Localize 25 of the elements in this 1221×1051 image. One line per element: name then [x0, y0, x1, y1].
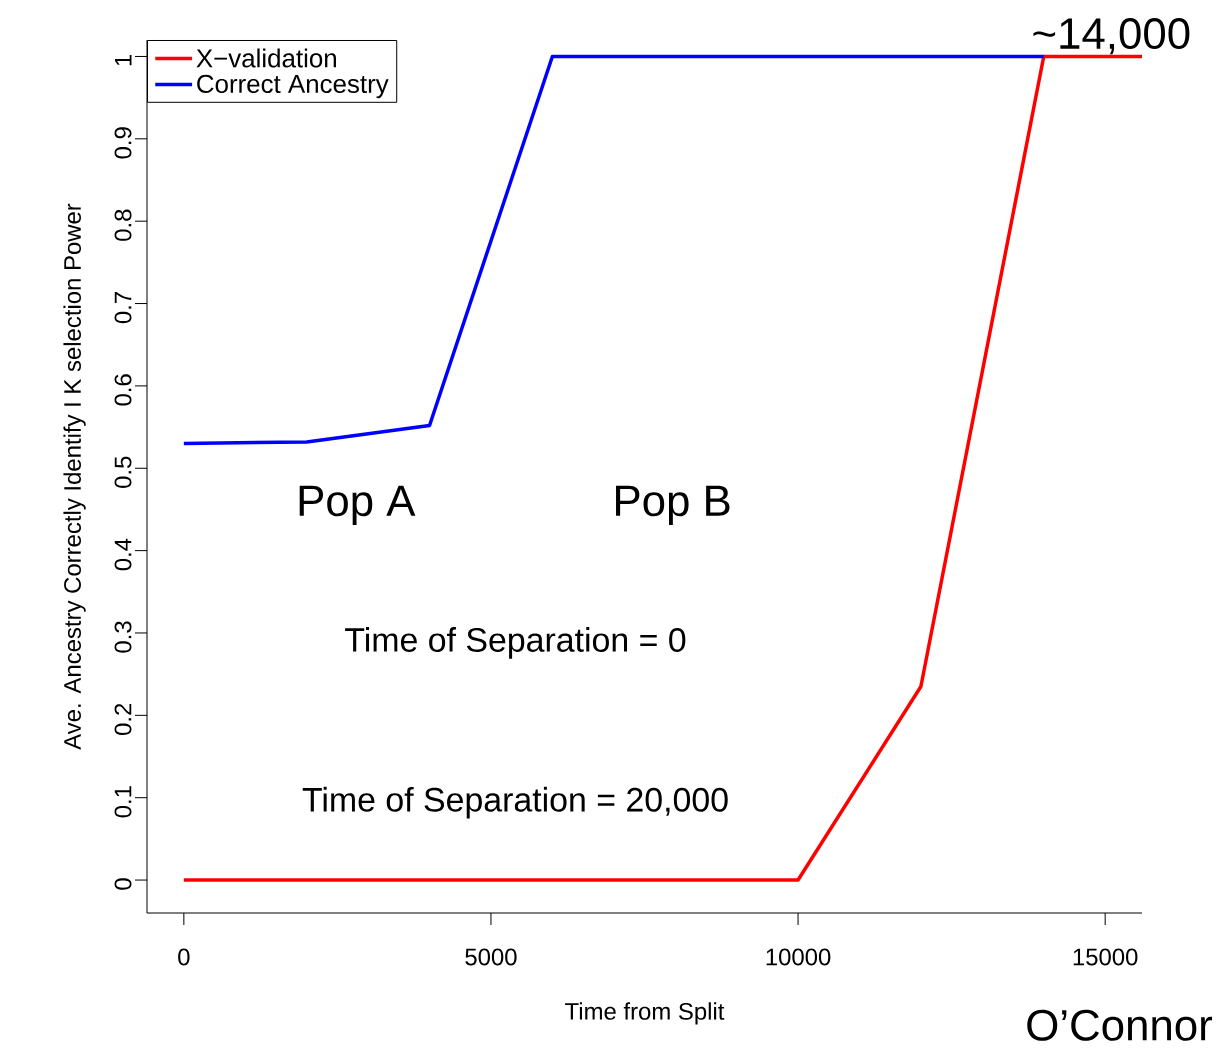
x-tick-label: 15000: [1073, 948, 1138, 966]
annotation: Pop A: [299, 485, 416, 525]
y-tick-label: 0.5: [114, 456, 132, 488]
x-tick-label: 0: [178, 948, 190, 966]
text: O’Connor: [1027, 1009, 1213, 1041]
legend-label: Correct Ancestry: [197, 74, 389, 99]
y-axis-title: Ave. Ancestry Correctly Identify I K selection Power: [63, 203, 86, 750]
y-tick-label: 0.3: [114, 621, 132, 653]
x-tick-label: 5000: [465, 948, 517, 966]
x-tick-label: 10000: [766, 948, 831, 966]
y-tick-label: 0.7: [114, 292, 132, 324]
y-tick-label: 0.2: [114, 703, 132, 736]
annotation: Pop B: [616, 485, 730, 525]
y-tick-label: 0.1: [114, 786, 132, 818]
y-tick-label: 0.8: [114, 209, 132, 241]
x-axis-title: Time from Split: [565, 1002, 725, 1025]
y-tick-label: 0.6: [114, 374, 132, 406]
legend-label: X−validation: [196, 48, 336, 68]
y-tick-label: 0.4: [114, 538, 132, 571]
annotation: Time of Separation = 0: [345, 627, 686, 659]
annotation: ~14,000: [1033, 18, 1190, 55]
y-tick-label: 0: [114, 878, 132, 890]
annotation: Time of Separation = 20,000: [302, 786, 728, 819]
y-tick-label: 0.9: [114, 127, 132, 159]
y-tick-label: 1: [115, 54, 132, 66]
